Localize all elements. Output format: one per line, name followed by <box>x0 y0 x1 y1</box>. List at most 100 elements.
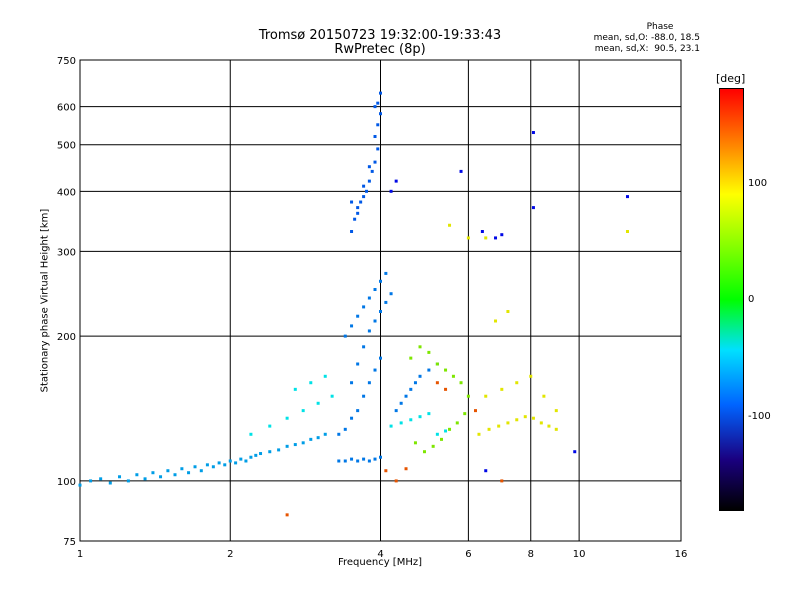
data-point <box>455 421 459 425</box>
data-point <box>350 381 354 385</box>
data-point <box>180 467 184 471</box>
data-point <box>409 418 413 422</box>
data-point <box>484 469 488 473</box>
data-point <box>497 424 501 428</box>
data-point <box>211 465 215 469</box>
x-tick-label: 1 <box>77 549 83 560</box>
phase-colorbar <box>719 88 744 511</box>
data-point <box>151 471 155 475</box>
data-point <box>323 432 327 436</box>
data-point <box>373 105 377 109</box>
data-point <box>459 169 463 173</box>
data-point <box>379 455 382 459</box>
data-point <box>187 471 191 475</box>
data-point <box>376 147 380 151</box>
data-point <box>373 319 377 323</box>
data-point <box>448 427 452 431</box>
data-point <box>89 479 93 483</box>
data-point <box>362 195 366 199</box>
data-point <box>427 368 431 372</box>
data-point <box>376 123 380 127</box>
data-point <box>78 483 82 487</box>
data-point <box>373 160 377 164</box>
colorbar-tick-0: 0 <box>748 294 755 305</box>
data-point <box>554 427 558 431</box>
data-point <box>362 394 366 398</box>
data-point <box>376 101 380 105</box>
data-point <box>309 437 313 441</box>
data-point <box>480 229 484 233</box>
data-point <box>353 217 357 221</box>
data-point <box>484 394 488 398</box>
data-point <box>234 461 238 465</box>
colorbar-tick-minus-100: -100 <box>748 411 771 422</box>
data-point <box>399 421 403 425</box>
data-point <box>249 455 253 459</box>
data-point <box>451 374 455 378</box>
data-point <box>126 479 130 483</box>
data-point <box>379 112 382 116</box>
data-point <box>409 387 413 391</box>
data-point <box>625 229 629 233</box>
y-tick-label: 400 <box>57 187 76 198</box>
data-point <box>159 475 163 479</box>
data-point <box>500 233 504 237</box>
data-point <box>373 368 377 372</box>
phase-stats-title: Phase <box>646 22 674 32</box>
y-tick-label: 750 <box>57 56 76 67</box>
data-point <box>259 452 263 456</box>
y-tick-label: 600 <box>57 103 76 114</box>
data-point <box>316 436 320 440</box>
data-point <box>254 453 258 457</box>
data-point <box>285 444 289 448</box>
data-point <box>285 513 289 517</box>
x-tick-label: 6 <box>465 549 471 560</box>
data-point <box>427 350 431 354</box>
data-point <box>427 412 431 416</box>
phase-stats-o: mean, sd,O: -88.0, 18.5 <box>593 33 700 43</box>
data-point <box>466 236 470 240</box>
data-point <box>542 394 546 398</box>
data-point <box>309 381 313 385</box>
data-points <box>78 91 629 517</box>
data-point <box>356 206 360 210</box>
data-point <box>500 387 504 391</box>
data-point <box>531 206 535 210</box>
data-point <box>365 189 369 193</box>
data-point <box>422 450 426 454</box>
data-point <box>531 416 535 420</box>
data-point <box>506 310 510 314</box>
data-point <box>173 473 177 477</box>
data-point <box>199 469 203 473</box>
x-tick-label: 10 <box>573 549 586 560</box>
chart-title: Tromsø 20150723 19:32:00-19:33:43 <box>258 28 502 43</box>
data-point <box>108 481 112 485</box>
x-tick-label: 8 <box>528 549 534 560</box>
data-point <box>323 374 327 378</box>
y-gridlines <box>80 59 681 542</box>
data-point <box>367 165 371 169</box>
y-tick-label: 100 <box>57 477 76 488</box>
colorbar-tick-100: 100 <box>748 178 768 189</box>
data-point <box>285 416 289 420</box>
data-point <box>193 465 197 469</box>
data-point <box>418 415 422 419</box>
data-point <box>431 444 435 448</box>
data-point <box>484 236 488 240</box>
data-point <box>367 459 371 463</box>
data-point <box>301 441 305 445</box>
data-point <box>573 450 577 454</box>
chart-subtitle: RwPretec (8p) <box>334 42 426 57</box>
data-point <box>362 184 366 188</box>
data-point <box>370 169 374 173</box>
y-tick-label: 500 <box>57 141 76 152</box>
data-point <box>384 300 388 304</box>
data-point <box>356 362 360 366</box>
data-point <box>244 459 248 463</box>
data-point <box>539 421 543 425</box>
data-point <box>389 424 393 428</box>
data-point <box>118 475 122 479</box>
data-point <box>404 467 408 471</box>
data-point <box>459 381 463 385</box>
data-point <box>350 200 354 204</box>
